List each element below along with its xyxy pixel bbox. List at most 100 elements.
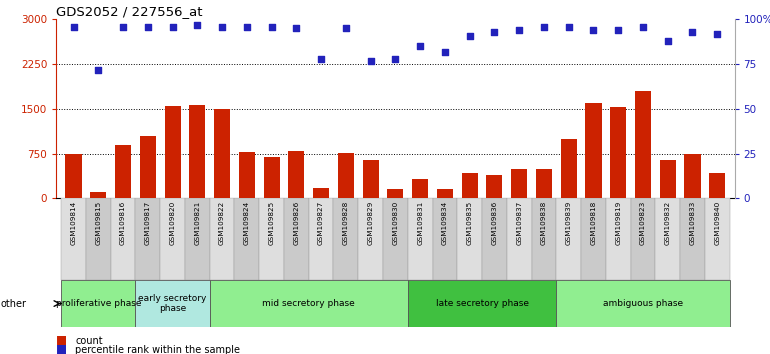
Text: GSM109822: GSM109822 — [219, 201, 225, 245]
Point — [439, 49, 451, 55]
Point — [216, 24, 228, 29]
Bar — [581, 198, 606, 280]
Point — [464, 33, 476, 38]
Point — [513, 27, 525, 33]
Bar — [209, 198, 235, 280]
Bar — [507, 198, 531, 280]
Point — [290, 25, 303, 31]
Point — [241, 24, 253, 29]
Bar — [288, 150, 304, 198]
Bar — [408, 280, 556, 327]
Point — [142, 24, 154, 29]
Bar — [685, 154, 701, 198]
Text: mid secretory phase: mid secretory phase — [263, 299, 355, 308]
Text: early secretory
phase: early secretory phase — [139, 294, 207, 313]
Point — [537, 24, 550, 29]
Bar — [235, 198, 259, 280]
Point — [191, 22, 203, 28]
Bar — [561, 139, 577, 198]
Bar — [61, 198, 86, 280]
Bar — [462, 173, 477, 198]
Bar — [259, 198, 284, 280]
Bar — [680, 198, 705, 280]
Text: GSM109830: GSM109830 — [393, 201, 398, 245]
Point — [389, 56, 402, 62]
Bar — [655, 198, 680, 280]
Bar — [610, 107, 626, 198]
Point — [68, 24, 80, 29]
Bar — [437, 189, 453, 198]
Bar — [338, 153, 354, 198]
Bar — [263, 156, 280, 198]
Bar — [136, 280, 209, 327]
Bar — [61, 280, 136, 327]
Text: GSM109826: GSM109826 — [293, 201, 300, 245]
Bar — [358, 198, 383, 280]
Bar — [214, 109, 230, 198]
Text: GSM109817: GSM109817 — [145, 201, 151, 245]
Point — [92, 67, 105, 72]
Point — [488, 29, 500, 35]
Bar — [631, 198, 655, 280]
Bar — [90, 192, 106, 198]
Text: GSM109829: GSM109829 — [367, 201, 373, 245]
Text: GSM109831: GSM109831 — [417, 201, 424, 245]
Bar — [487, 175, 503, 198]
Bar — [165, 106, 181, 198]
Text: percentile rank within the sample: percentile rank within the sample — [75, 345, 240, 354]
Point — [588, 27, 600, 33]
Text: GSM109816: GSM109816 — [120, 201, 126, 245]
Bar — [556, 280, 730, 327]
Bar — [457, 198, 482, 280]
Bar — [408, 198, 433, 280]
Bar — [511, 169, 527, 198]
Text: GSM109840: GSM109840 — [715, 201, 720, 245]
Bar — [185, 198, 209, 280]
Point — [266, 24, 278, 29]
Point — [364, 58, 377, 63]
Text: ■: ■ — [56, 334, 67, 347]
Text: GSM109815: GSM109815 — [95, 201, 102, 245]
Point — [637, 24, 649, 29]
Text: GSM109819: GSM109819 — [615, 201, 621, 245]
Point — [315, 56, 327, 62]
Text: GSM109823: GSM109823 — [640, 201, 646, 245]
Text: GSM109821: GSM109821 — [194, 201, 200, 245]
Point — [686, 29, 698, 35]
Point — [661, 38, 674, 44]
Bar — [140, 136, 156, 198]
Bar — [433, 198, 457, 280]
Bar — [313, 188, 329, 198]
Bar — [412, 178, 428, 198]
Text: GSM109832: GSM109832 — [665, 201, 671, 245]
Bar — [115, 145, 131, 198]
Point — [166, 24, 179, 29]
Text: GSM109818: GSM109818 — [591, 201, 597, 245]
Bar — [585, 103, 601, 198]
Text: GSM109836: GSM109836 — [491, 201, 497, 245]
Text: GSM109838: GSM109838 — [541, 201, 547, 245]
Text: GSM109820: GSM109820 — [169, 201, 176, 245]
Bar — [363, 160, 379, 198]
Bar — [531, 198, 556, 280]
Text: GSM109814: GSM109814 — [71, 201, 76, 245]
Bar — [309, 198, 333, 280]
Text: GDS2052 / 227556_at: GDS2052 / 227556_at — [56, 5, 203, 18]
Text: GSM109827: GSM109827 — [318, 201, 324, 245]
Bar — [482, 198, 507, 280]
Bar — [239, 152, 255, 198]
Bar — [284, 198, 309, 280]
Text: GSM109824: GSM109824 — [244, 201, 249, 245]
Point — [563, 24, 575, 29]
Text: late secretory phase: late secretory phase — [436, 299, 528, 308]
Text: GSM109833: GSM109833 — [689, 201, 695, 245]
Text: GSM109825: GSM109825 — [269, 201, 275, 245]
Bar — [660, 160, 676, 198]
Point — [711, 31, 723, 36]
Bar — [209, 280, 408, 327]
Bar — [705, 198, 730, 280]
Bar — [709, 173, 725, 198]
Bar — [387, 189, 403, 198]
Bar — [635, 91, 651, 198]
Text: ■: ■ — [56, 343, 67, 354]
